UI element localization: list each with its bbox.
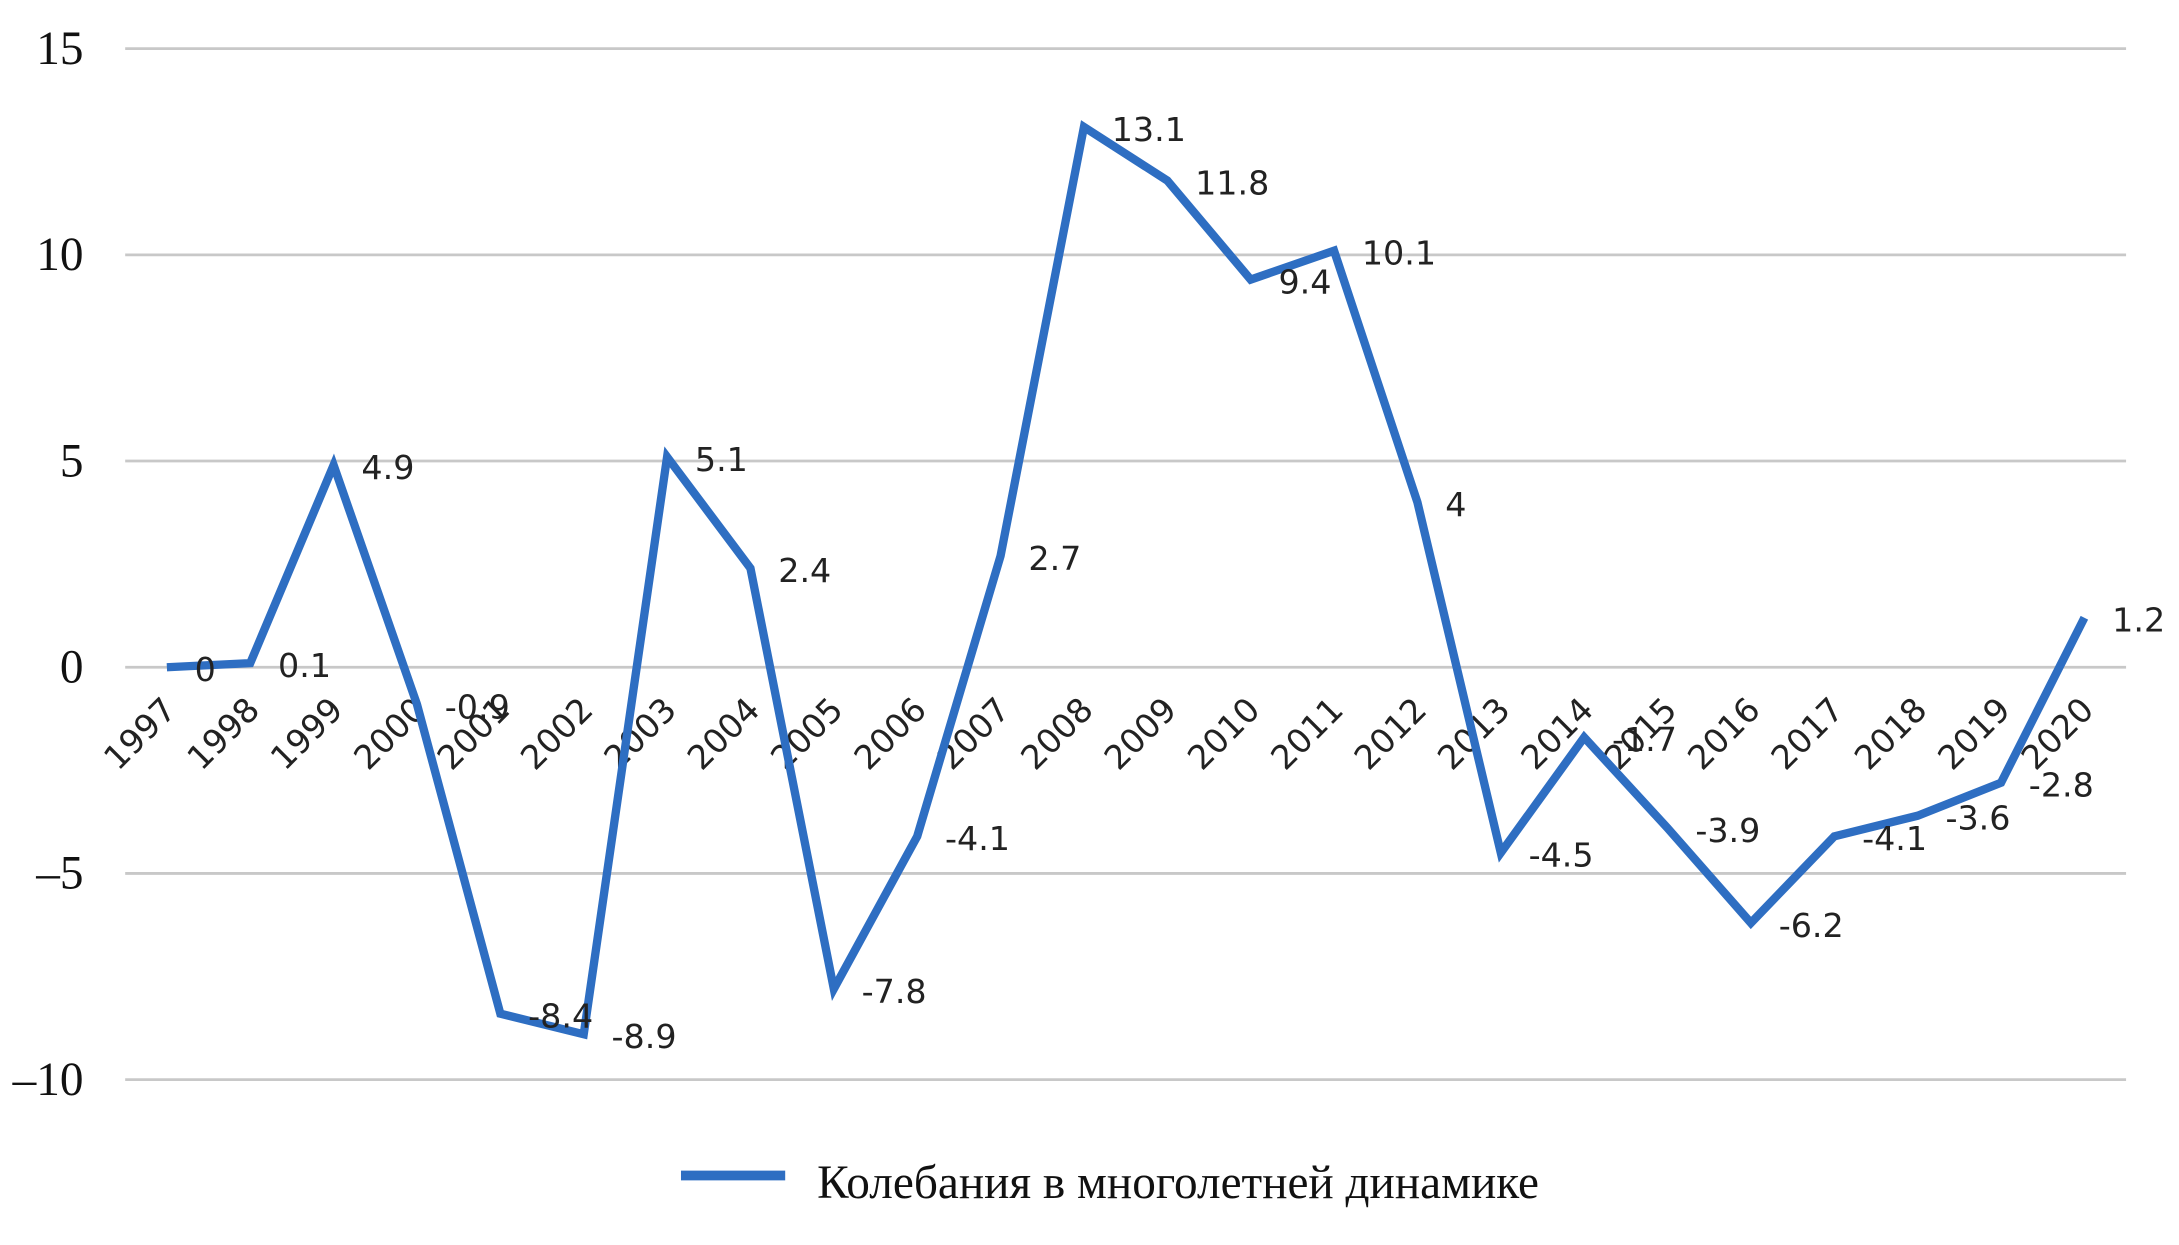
data-label: -1.7 [1612,720,1677,759]
x-tick-label: 2008 [1013,690,1101,778]
data-label: -4.1 [1862,819,1927,858]
data-label: 11.8 [1195,163,1269,202]
data-label: -8.4 [528,997,593,1036]
data-label: 0 [195,650,216,689]
data-label: -7.8 [862,972,927,1011]
x-tick-label: 2017 [1763,690,1851,778]
x-tick-label: 2002 [513,690,601,778]
data-label: -8.9 [612,1017,677,1056]
data-label: 13.1 [1112,110,1186,149]
data-label: 4.9 [361,448,414,487]
x-tick-label: 2009 [1097,690,1185,778]
x-tick-label: 2016 [1680,690,1768,778]
x-tick-label: 2004 [680,690,768,778]
data-label: 4 [1445,485,1466,524]
data-label: -4.1 [945,819,1010,858]
x-tick-label: 2018 [1847,690,1935,778]
y-tick-label: 10 [36,229,83,281]
data-label: 10.1 [1362,234,1436,273]
data-label: 2.7 [1028,539,1081,578]
data-label: 1.2 [2112,601,2165,640]
y-tick-label: 15 [36,23,83,75]
x-tick-label: 1998 [179,690,267,778]
x-tick-label: 2012 [1347,690,1435,778]
data-label: -4.5 [1529,836,1594,875]
x-tick-label: 2010 [1180,690,1268,778]
legend-label: Колебания в многолетней динамике [817,1157,1539,1209]
y-tick-label: 0 [60,642,84,694]
data-label: -3.6 [1945,799,2010,838]
x-tick-label: 2003 [596,690,684,778]
data-label: 2.4 [778,551,831,590]
data-label: 5.1 [695,440,748,479]
data-label: -3.9 [1695,811,1760,850]
x-tick-label: 1997 [96,690,184,778]
data-label: -0.9 [445,687,510,726]
data-label: -6.2 [1779,906,1844,945]
y-tick-label: 5 [60,435,84,487]
y-tick-label: –10 [12,1054,84,1106]
data-label: 9.4 [1278,262,1331,301]
data-line [166,120,2089,1040]
x-tick-label: 1999 [263,690,351,778]
x-tick-label: 2019 [1930,690,2018,778]
data-label: 0.1 [278,646,331,685]
data-label: -2.8 [2029,766,2094,805]
x-tick-label: 2006 [846,690,934,778]
y-tick-label: –5 [35,848,83,900]
x-tick-label: 2014 [1513,690,1601,778]
x-tick-label: 2011 [1263,690,1351,778]
